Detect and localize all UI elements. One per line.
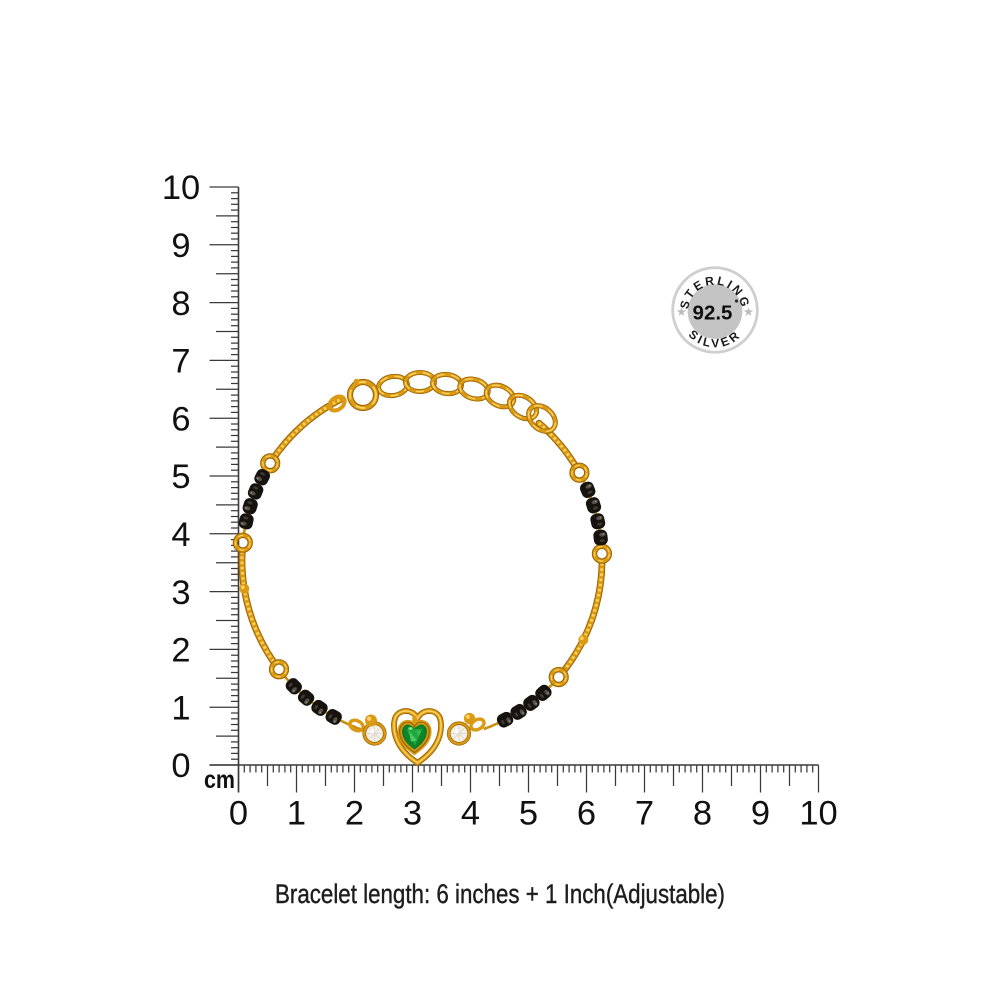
svg-text:1: 1 [287,795,306,833]
svg-text:9: 9 [751,795,770,833]
svg-text:3: 3 [171,574,190,612]
svg-text:8: 8 [171,285,190,323]
svg-text:★: ★ [676,305,687,319]
svg-text:Bracelet length: 6 inches + 1: Bracelet length: 6 inches + 1 Inch(Adjus… [275,879,725,909]
svg-text:1: 1 [171,689,190,727]
svg-text:cm: cm [204,766,235,794]
svg-text:10: 10 [799,795,837,833]
svg-text:2: 2 [345,795,364,833]
svg-text:4: 4 [171,516,190,554]
svg-text:0: 0 [229,795,248,833]
svg-text:6: 6 [171,400,190,438]
svg-text:7: 7 [171,343,190,381]
svg-text:8: 8 [693,795,712,833]
svg-text:5: 5 [519,795,538,833]
svg-text:92.5: 92.5 [693,302,733,325]
svg-text:5: 5 [171,458,190,496]
svg-text:3: 3 [403,795,422,833]
svg-text:0: 0 [171,747,190,785]
svg-text:9: 9 [171,227,190,265]
svg-text:10: 10 [162,169,200,207]
svg-text:7: 7 [635,795,654,833]
svg-text:★: ★ [743,305,754,319]
svg-text:2: 2 [171,632,190,670]
svg-text:4: 4 [461,795,480,833]
svg-text:6: 6 [577,795,596,833]
